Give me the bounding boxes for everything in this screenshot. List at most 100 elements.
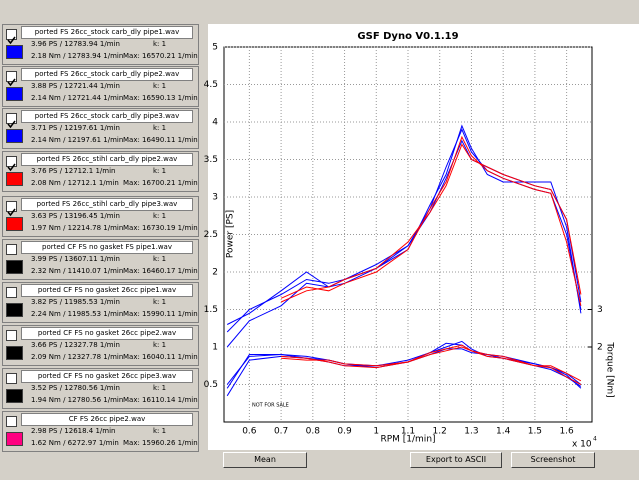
torque-stat: 2.14 Nm / 12197.61 1/min	[31, 136, 124, 144]
y-tick-label: 1.5	[204, 305, 218, 315]
x-tick-label: 1.6	[559, 427, 574, 437]
x-tick-label: 1.5	[528, 427, 542, 437]
file-panel: ported FS 26cc_stock carb_dly pipe1.wav 3…	[2, 24, 199, 65]
torque-stat: 1.94 Nm / 12780.56 1/min	[31, 396, 124, 404]
color-swatch[interactable]	[6, 389, 23, 403]
file-panel: CF FS 26cc pipe2.wav 2.98 PS / 12618.4 1/…	[2, 411, 199, 452]
y-tick-label: 2	[212, 268, 218, 278]
checkbox[interactable]	[6, 287, 17, 298]
color-swatch[interactable]	[6, 45, 23, 59]
torque-stat: 2.32 Nm / 11410.07 1/min	[31, 267, 124, 275]
x-tick-label: 1.1	[401, 427, 415, 437]
file-name: CF FS 26cc pipe2.wav	[21, 413, 193, 426]
color-swatch[interactable]	[6, 217, 23, 231]
file-panel: ported FS 26cc_stock carb_dly pipe2.wav 3…	[2, 66, 199, 107]
power-stat: 3.76 PS / 12712.1 1/min	[31, 167, 116, 175]
power-stat: 3.63 PS / 13196.45 1/min	[31, 212, 120, 220]
checkbox[interactable]	[6, 244, 17, 255]
power-stat: 3.71 PS / 12197.61 1/min	[31, 124, 120, 132]
file-panel: ported CF FS no gasket 26cc pipe2.wav 3.6…	[2, 325, 199, 366]
k-factor: k: 1	[153, 298, 167, 306]
file-name: ported CF FS no gasket FS pipe1.wav	[21, 241, 193, 254]
max-rpm: Max: 16570.21 1/min	[123, 52, 198, 60]
k-factor: k: 1	[153, 384, 167, 392]
button[interactable]: Export to ASCII	[410, 452, 502, 468]
chart: GSF Dyno V0.1.19 RPM [1/min] x 10 4 NOT …	[204, 24, 639, 450]
checkbox[interactable]	[6, 416, 17, 427]
torque-stat: 2.14 Nm / 12721.44 1/min	[31, 94, 124, 102]
max-rpm: Max: 16730.19 1/min	[123, 224, 198, 232]
file-name: ported CF FS no gasket 26cc pipe3.wav	[21, 370, 193, 383]
k-factor: k: 1	[153, 427, 167, 435]
file-panel: ported FS 26cc_stihl carb_dly pipe2.wav 3…	[2, 151, 199, 192]
button[interactable]: Screenshot	[511, 452, 595, 468]
y2-label: Torque [Nm]	[605, 341, 615, 397]
x-label: RPM [1/min]	[380, 435, 435, 445]
color-swatch[interactable]	[6, 129, 23, 143]
curve	[226, 124, 582, 325]
check-mark	[7, 78, 16, 87]
y-tick-label: 1	[212, 343, 218, 353]
color-swatch[interactable]	[6, 172, 23, 186]
power-stat: 3.99 PS / 13607.11 1/min	[31, 255, 120, 263]
power-stat: 3.88 PS / 12721.44 1/min	[31, 82, 120, 90]
x-tick-label: 1	[373, 427, 379, 437]
torque-stat: 2.24 Nm / 11985.53 1/min	[31, 310, 124, 318]
y-tick-label: 3	[212, 193, 218, 203]
file-name: ported FS 26cc_stock carb_dly pipe1.wav	[21, 26, 193, 39]
checkbox[interactable]	[6, 201, 17, 217]
k-factor: k: 1	[153, 40, 167, 48]
chart-title: GSF Dyno V0.1.19	[357, 31, 458, 42]
file-name: ported FS 26cc_stock carb_dly pipe3.wav	[21, 110, 193, 123]
max-rpm: Max: 16110.14 1/min	[123, 396, 198, 404]
x-tick-label: 1.2	[433, 427, 447, 437]
max-rpm: Max: 16590.13 1/min	[123, 94, 198, 102]
max-rpm: Max: 16040.11 1/min	[123, 353, 198, 361]
color-swatch[interactable]	[6, 346, 23, 360]
y-tick-label: 4	[212, 118, 218, 128]
checkbox[interactable]	[6, 71, 17, 87]
chart-bg	[208, 24, 639, 450]
torque-stat: 2.08 Nm / 12712.1 1/min	[31, 179, 119, 187]
y-tick-label: 0.5	[204, 380, 218, 390]
x-multiplier: x 10	[572, 440, 592, 450]
curve	[280, 135, 582, 306]
max-rpm: Max: 16460.17 1/min	[123, 267, 198, 275]
y-tick-label: 4.5	[204, 80, 218, 90]
torque-stat: 2.18 Nm / 12783.94 1/min	[31, 52, 124, 60]
check-mark	[7, 120, 16, 129]
power-stat: 2.98 PS / 12618.4 1/min	[31, 427, 116, 435]
file-name: ported CF FS no gasket 26cc pipe2.wav	[21, 327, 193, 340]
x-tick-label: 0.9	[337, 427, 352, 437]
k-factor: k: 1	[153, 341, 167, 349]
color-swatch[interactable]	[6, 432, 23, 446]
checkbox[interactable]	[6, 113, 17, 129]
check-mark	[7, 36, 16, 45]
x-tick-label: 1.3	[464, 427, 478, 437]
x-multiplier-exp: 4	[593, 436, 597, 443]
checkbox[interactable]	[6, 156, 17, 172]
file-panel: ported CF FS no gasket 26cc pipe3.wav 3.5…	[2, 368, 199, 409]
color-swatch[interactable]	[6, 260, 23, 274]
x-tick-label: 0.8	[306, 427, 321, 437]
torque-stat: 2.09 Nm / 12327.78 1/min	[31, 353, 124, 361]
button[interactable]: Mean	[223, 452, 307, 468]
checkbox[interactable]	[6, 29, 17, 45]
file-panel: ported CF FS no gasket FS pipe1.wav 3.99 …	[2, 239, 199, 280]
curve	[280, 143, 582, 303]
check-mark	[7, 208, 16, 217]
curve	[281, 346, 582, 382]
checkbox[interactable]	[6, 373, 17, 384]
file-panel: ported CF FS no gasket 26cc pipe1.wav 3.8…	[2, 282, 199, 323]
torque-stat: 1.97 Nm / 12214.78 1/min	[31, 224, 124, 232]
color-swatch[interactable]	[6, 303, 23, 317]
check-mark	[7, 163, 16, 172]
power-stat: 3.82 PS / 11985.53 1/min	[31, 298, 120, 306]
k-factor: k: 1	[153, 82, 167, 90]
file-name: ported FS 26cc_stihl carb_dly pipe3.wav	[21, 198, 193, 211]
checkbox[interactable]	[6, 330, 17, 341]
power-stat: 3.66 PS / 12327.78 1/min	[31, 341, 120, 349]
y-tick-label: 3.5	[204, 155, 218, 165]
color-swatch[interactable]	[6, 87, 23, 101]
file-name: ported CF FS no gasket 26cc pipe1.wav	[21, 284, 193, 297]
